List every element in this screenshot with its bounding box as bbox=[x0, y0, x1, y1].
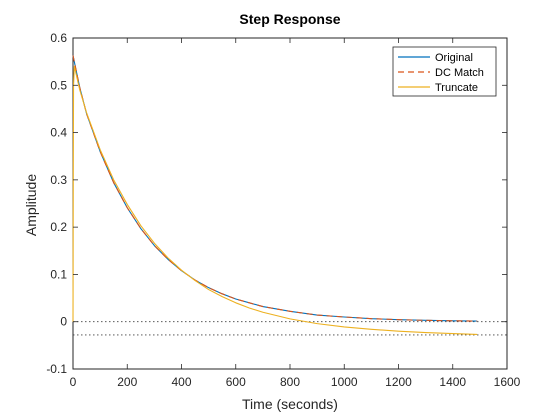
x-tick-label: 800 bbox=[280, 375, 300, 389]
x-tick-label: 200 bbox=[117, 375, 137, 389]
ticks-layer: 0 200 400 600 800 1000 1200 1400 1600-0.100.10.2… bbox=[46, 31, 520, 389]
legend-label: Truncate bbox=[435, 82, 478, 94]
legend-label: DC Match bbox=[435, 67, 484, 79]
x-tick-label: 0 bbox=[70, 375, 77, 389]
legend-label: Original bbox=[435, 52, 473, 64]
y-tick-label: 0.2 bbox=[50, 220, 67, 234]
y-tick-label: 0 bbox=[60, 315, 67, 329]
x-tick-label: 1200 bbox=[385, 375, 412, 389]
reference-lines bbox=[73, 321, 507, 336]
x-tick-label: 1000 bbox=[331, 375, 358, 389]
y-tick-label: 0.6 bbox=[50, 31, 67, 45]
series-layer bbox=[72, 55, 478, 336]
y-tick-label: 0.5 bbox=[50, 78, 67, 92]
chart-title: Step Response bbox=[239, 11, 340, 27]
x-axis-title: Time (seconds) bbox=[242, 396, 338, 412]
y-tick-label: -0.1 bbox=[46, 362, 67, 376]
x-tick-label: 600 bbox=[226, 375, 246, 389]
legend[interactable]: Original DC Match Truncate bbox=[392, 46, 497, 97]
y-tick-label: 0.1 bbox=[50, 267, 67, 281]
y-tick-label: 0.4 bbox=[50, 126, 67, 140]
x-tick-label: 400 bbox=[171, 375, 191, 389]
x-tick-label: 1400 bbox=[439, 375, 466, 389]
y-tick-label: 0.3 bbox=[50, 173, 67, 187]
series-line-truncate bbox=[72, 65, 478, 336]
series-line-dc-match bbox=[72, 55, 478, 322]
x-tick-label: 1600 bbox=[494, 375, 521, 389]
y-axis-title: Amplitude bbox=[23, 174, 39, 236]
